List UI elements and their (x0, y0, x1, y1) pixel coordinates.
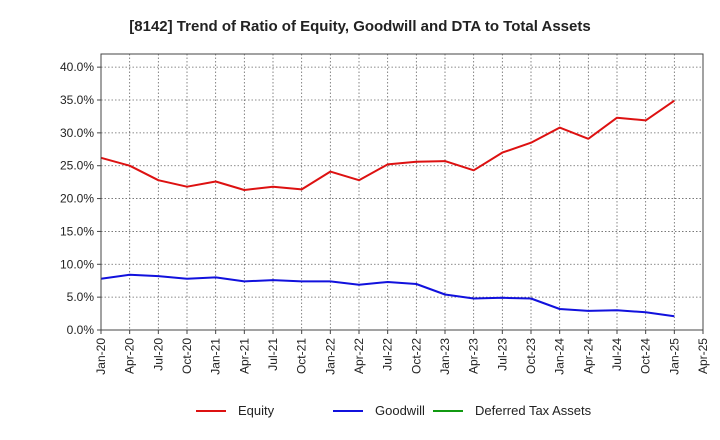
series-group (100, 99, 675, 318)
x-tick-label: Apr-24 (581, 338, 595, 374)
series-line-goodwill (100, 273, 675, 318)
x-tick-label: Jul-23 (495, 338, 509, 371)
x-tick-label: Apr-20 (123, 338, 137, 374)
y-tick-label: 35.0% (60, 93, 94, 107)
y-tick-label: 25.0% (60, 159, 94, 173)
x-tick-label: Apr-22 (352, 338, 366, 374)
x-tick-label: Jul-20 (151, 338, 165, 371)
y-axis: 0.0% 5.0% 10.0% 15.0% 20.0% 25.0% 30.0% 35.0% 40… (60, 60, 101, 337)
x-tick-label: Jul-22 (381, 338, 395, 371)
plot-area (101, 54, 703, 330)
legend: Equity Goodwill Deferred Tax Assets (196, 403, 592, 418)
x-axis: Jan-20 Apr-20 Jul-20 Oct-20 Jan-21 Apr-21 Jul-… (94, 330, 710, 375)
chart-title: [8142] Trend of Ratio of Equity, Goodwil… (129, 18, 590, 35)
y-tick-label: 40.0% (60, 60, 94, 74)
x-tick-label: Apr-21 (237, 338, 251, 374)
x-tick-label: Jul-21 (266, 338, 280, 371)
x-tick-label: Jan-25 (667, 338, 681, 375)
x-tick-label: Jan-23 (438, 338, 452, 375)
legend-label-goodwill: Goodwill (375, 403, 425, 418)
x-tick-label: Jan-22 (323, 338, 337, 375)
y-tick-label: 5.0% (67, 290, 95, 304)
series-line-equity (100, 99, 675, 191)
y-tick-label: 30.0% (60, 126, 94, 140)
x-tick-label: Oct-21 (295, 338, 309, 374)
x-tick-label: Apr-23 (467, 338, 481, 374)
y-tick-label: 0.0% (67, 323, 95, 337)
x-tick-label: Oct-24 (639, 338, 653, 374)
x-tick-label: Jan-21 (209, 338, 223, 375)
x-tick-label: Jul-24 (610, 338, 624, 371)
x-tick-label: Oct-23 (524, 338, 538, 374)
legend-label-deferred-tax-assets: Deferred Tax Assets (475, 403, 592, 418)
x-tick-label: Oct-20 (180, 338, 194, 374)
legend-label-equity: Equity (238, 403, 275, 418)
y-tick-label: 15.0% (60, 224, 94, 238)
plot-frame (100, 53, 704, 331)
x-tick-label: Apr-25 (696, 338, 710, 374)
y-tick-label: 10.0% (60, 257, 94, 271)
grid (100, 54, 704, 331)
x-tick-label: Jan-24 (553, 338, 567, 375)
y-tick-label: 20.0% (60, 192, 94, 206)
x-tick-label: Jan-20 (94, 338, 108, 375)
x-tick-label: Oct-22 (409, 338, 423, 374)
